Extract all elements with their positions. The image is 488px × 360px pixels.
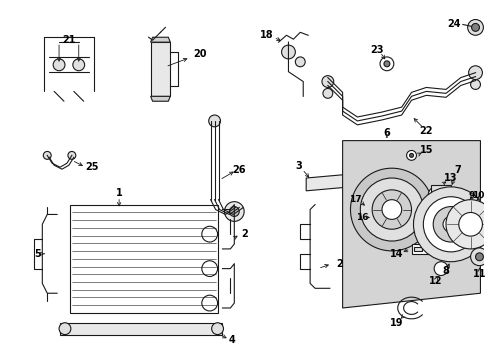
Circle shape (423, 197, 477, 252)
Circle shape (68, 152, 76, 159)
Circle shape (73, 59, 84, 71)
Text: 14: 14 (389, 249, 403, 259)
Circle shape (43, 152, 51, 159)
Text: 16: 16 (355, 213, 368, 222)
Text: 5: 5 (34, 249, 41, 259)
Circle shape (229, 207, 239, 216)
Circle shape (431, 191, 439, 199)
Text: 23: 23 (369, 45, 383, 55)
Text: 6: 6 (383, 128, 389, 138)
Text: 12: 12 (428, 276, 442, 287)
Polygon shape (60, 323, 222, 334)
Text: 17: 17 (348, 195, 361, 204)
Bar (150, 42, 170, 96)
Circle shape (59, 323, 71, 334)
Text: 25: 25 (84, 162, 98, 172)
Text: 20: 20 (168, 49, 206, 66)
Polygon shape (150, 96, 170, 101)
Circle shape (433, 262, 447, 275)
Text: 3: 3 (294, 161, 301, 171)
Circle shape (208, 115, 220, 127)
Text: 13: 13 (443, 173, 457, 183)
Circle shape (467, 19, 483, 35)
Circle shape (360, 178, 423, 241)
Circle shape (202, 261, 217, 276)
Text: 18: 18 (260, 30, 273, 40)
Circle shape (383, 61, 389, 67)
Circle shape (413, 187, 488, 262)
Circle shape (442, 216, 458, 232)
Text: 15: 15 (419, 145, 432, 156)
Circle shape (224, 202, 244, 221)
Circle shape (211, 323, 223, 334)
Circle shape (53, 59, 65, 71)
Circle shape (321, 76, 333, 87)
Bar (411, 244, 435, 254)
Polygon shape (150, 37, 170, 42)
Circle shape (474, 253, 483, 261)
Circle shape (322, 89, 332, 98)
Text: 1: 1 (116, 188, 122, 198)
Circle shape (350, 168, 432, 251)
Circle shape (409, 153, 413, 157)
Circle shape (371, 190, 411, 229)
Bar (414, 247, 422, 251)
Circle shape (406, 150, 416, 160)
Circle shape (468, 66, 482, 80)
Text: 2: 2 (240, 229, 247, 239)
Circle shape (202, 295, 217, 311)
Text: 8: 8 (442, 266, 448, 276)
Circle shape (295, 57, 305, 67)
Text: 26: 26 (232, 165, 245, 175)
Text: 24: 24 (447, 19, 460, 30)
Circle shape (469, 248, 488, 266)
Text: 7: 7 (453, 165, 460, 175)
Bar (70, 204, 217, 313)
Bar (430, 185, 450, 193)
Polygon shape (305, 170, 394, 191)
Text: 11: 11 (472, 269, 485, 279)
Text: 22: 22 (419, 126, 432, 136)
Text: 10: 10 (471, 191, 484, 200)
Circle shape (469, 80, 480, 89)
Circle shape (470, 23, 479, 31)
Circle shape (202, 226, 217, 242)
Polygon shape (342, 141, 480, 308)
Circle shape (427, 187, 443, 203)
Circle shape (379, 57, 393, 71)
Circle shape (445, 200, 488, 249)
Circle shape (432, 207, 468, 242)
Circle shape (281, 45, 295, 59)
Text: 2: 2 (336, 259, 342, 269)
Text: 4: 4 (228, 336, 235, 346)
Text: 9: 9 (468, 191, 474, 200)
Circle shape (381, 200, 401, 219)
Circle shape (458, 212, 482, 236)
Text: 21: 21 (62, 35, 76, 45)
Text: 19: 19 (389, 318, 403, 328)
